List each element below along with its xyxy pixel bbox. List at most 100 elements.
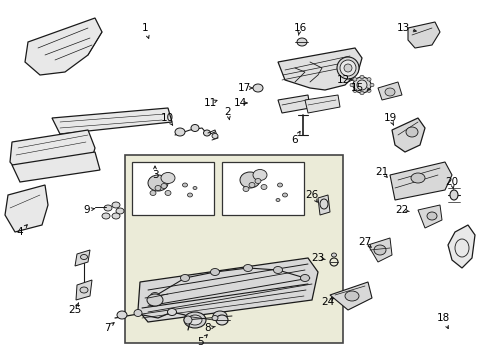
Ellipse shape — [350, 83, 354, 87]
Ellipse shape — [360, 75, 364, 79]
Ellipse shape — [184, 312, 206, 328]
Ellipse shape — [155, 185, 161, 190]
Text: 7: 7 — [104, 323, 110, 333]
Ellipse shape — [161, 172, 175, 184]
Ellipse shape — [345, 291, 359, 301]
Ellipse shape — [212, 134, 218, 139]
Text: 21: 21 — [375, 167, 389, 177]
Bar — [222, 162, 304, 215]
Bar — [132, 162, 214, 215]
Ellipse shape — [367, 78, 371, 81]
Polygon shape — [408, 22, 440, 48]
Text: 1: 1 — [142, 23, 148, 33]
Text: 14: 14 — [233, 98, 246, 108]
Ellipse shape — [337, 57, 359, 79]
Text: 23: 23 — [311, 253, 325, 263]
Ellipse shape — [117, 311, 127, 319]
Text: 12: 12 — [336, 75, 350, 85]
Text: 25: 25 — [69, 305, 82, 315]
Polygon shape — [278, 48, 362, 90]
Text: 6: 6 — [292, 135, 298, 145]
Text: 19: 19 — [383, 113, 396, 123]
Ellipse shape — [357, 80, 367, 90]
Ellipse shape — [165, 190, 171, 195]
Polygon shape — [448, 225, 475, 268]
Text: 15: 15 — [350, 83, 364, 93]
Ellipse shape — [332, 253, 337, 257]
Ellipse shape — [150, 292, 160, 300]
Ellipse shape — [213, 311, 227, 321]
Ellipse shape — [184, 316, 192, 324]
Ellipse shape — [216, 315, 228, 325]
Ellipse shape — [370, 83, 374, 87]
Ellipse shape — [353, 89, 357, 93]
Ellipse shape — [188, 315, 202, 325]
Ellipse shape — [80, 255, 88, 260]
Ellipse shape — [249, 183, 255, 188]
Polygon shape — [278, 95, 310, 113]
Text: 27: 27 — [358, 237, 371, 247]
Ellipse shape — [277, 183, 283, 187]
Ellipse shape — [300, 274, 310, 282]
Text: 8: 8 — [205, 323, 211, 333]
Text: 9: 9 — [84, 205, 90, 215]
Polygon shape — [418, 205, 442, 228]
Text: 13: 13 — [396, 23, 410, 33]
Ellipse shape — [297, 38, 307, 46]
Text: 16: 16 — [294, 23, 307, 33]
Ellipse shape — [353, 77, 371, 93]
Ellipse shape — [406, 127, 418, 137]
Ellipse shape — [353, 78, 357, 81]
Ellipse shape — [385, 88, 395, 96]
Ellipse shape — [193, 186, 197, 189]
Polygon shape — [5, 185, 48, 232]
Ellipse shape — [240, 172, 260, 188]
Polygon shape — [76, 280, 92, 300]
Ellipse shape — [150, 190, 156, 195]
Ellipse shape — [243, 186, 249, 192]
Text: 10: 10 — [160, 113, 173, 123]
Ellipse shape — [276, 198, 280, 202]
Ellipse shape — [367, 89, 371, 93]
Ellipse shape — [134, 310, 142, 316]
Text: 26: 26 — [305, 190, 318, 200]
Ellipse shape — [360, 91, 364, 95]
Text: 20: 20 — [445, 177, 459, 187]
Text: 17: 17 — [237, 83, 250, 93]
Ellipse shape — [80, 287, 88, 293]
Polygon shape — [75, 250, 90, 266]
Ellipse shape — [283, 193, 288, 197]
Ellipse shape — [344, 64, 352, 72]
Ellipse shape — [255, 179, 261, 184]
Polygon shape — [305, 95, 340, 113]
Ellipse shape — [450, 190, 458, 200]
Text: 24: 24 — [321, 297, 335, 307]
Ellipse shape — [168, 309, 176, 315]
Ellipse shape — [212, 315, 218, 320]
Ellipse shape — [148, 175, 168, 191]
Ellipse shape — [191, 125, 199, 131]
Ellipse shape — [411, 173, 425, 183]
Bar — [125, 155, 343, 343]
Text: 2: 2 — [225, 107, 231, 117]
Polygon shape — [10, 130, 95, 172]
Ellipse shape — [116, 208, 124, 214]
Ellipse shape — [161, 184, 167, 189]
Text: 18: 18 — [437, 313, 450, 323]
Ellipse shape — [253, 84, 263, 92]
Text: 11: 11 — [203, 98, 217, 108]
Ellipse shape — [244, 265, 252, 271]
Ellipse shape — [102, 213, 110, 219]
Polygon shape — [138, 258, 318, 322]
Text: 22: 22 — [395, 205, 409, 215]
Ellipse shape — [253, 170, 267, 180]
Ellipse shape — [104, 205, 112, 211]
Ellipse shape — [374, 245, 386, 255]
Ellipse shape — [175, 128, 185, 136]
Ellipse shape — [261, 184, 267, 189]
Ellipse shape — [182, 183, 188, 187]
Ellipse shape — [147, 294, 163, 306]
Polygon shape — [378, 82, 402, 100]
Text: 4: 4 — [17, 227, 24, 237]
Ellipse shape — [112, 202, 120, 208]
